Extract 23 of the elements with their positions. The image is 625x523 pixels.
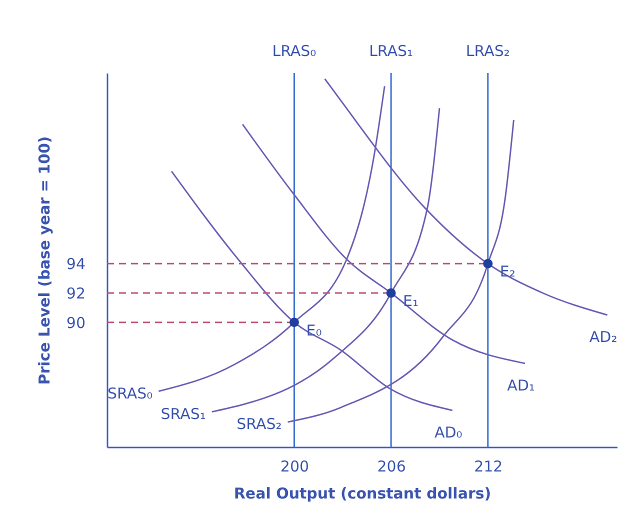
x-tick-label: 200 [280,458,310,476]
series-label: AD₀ [434,423,462,442]
annotation: E₂ [500,262,516,281]
y-tick-label: 90 [66,314,86,332]
y-tick-label: 94 [66,255,86,274]
series-label: SRAS₂ [236,415,282,434]
series-label: SRAS₀ [108,384,153,402]
y-axis-title: Price Level (base year = 100) [35,136,54,385]
series-label: SRAS₁ [160,404,206,423]
x-axis-title: Real Output (constant dollars) [234,484,492,502]
y-tick-label: 92 [66,284,86,302]
point [386,288,396,298]
series-label: AD₂ [589,328,618,346]
annotation: E₀ [306,321,322,340]
ref-line-label: LRAS₁ [369,42,414,60]
annotation: E₁ [403,292,419,310]
series-label: AD₁ [507,376,535,394]
point [289,318,299,328]
point [483,258,493,268]
x-tick-label: 212 [474,458,503,476]
x-tick-label: 206 [377,458,406,476]
ref-line-label: LRAS₀ [272,42,316,60]
ref-line-label: LRAS₂ [466,42,510,60]
